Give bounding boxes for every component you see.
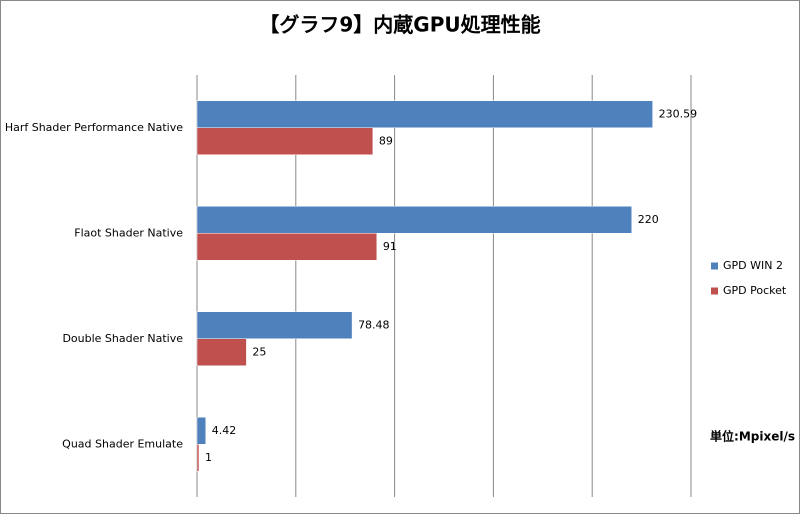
- legend-swatch: [711, 287, 718, 295]
- bar: [196, 417, 206, 445]
- bar: [196, 311, 353, 339]
- legend-label: GPD WIN 2: [723, 259, 783, 272]
- value-label: 1: [205, 451, 212, 464]
- y-tick-label: Harf Shader Performance Native: [5, 121, 183, 134]
- legend-label: GPD Pocket: [723, 284, 787, 297]
- y-tick-label: Double Shader Native: [62, 332, 183, 345]
- chart-title: 【グラフ9】内蔵GPU処理性能: [259, 13, 540, 37]
- value-label: 220: [638, 213, 659, 226]
- bar: [196, 338, 247, 366]
- unit-note: 単位:Mpixel/s: [710, 429, 795, 444]
- bar: [196, 127, 374, 155]
- bar: [196, 444, 200, 472]
- legend-swatch: [711, 262, 718, 270]
- value-label: 91: [383, 240, 397, 253]
- value-label: 4.42: [212, 424, 237, 437]
- value-label: 25: [252, 345, 266, 358]
- bar: [196, 206, 632, 234]
- y-tick-label: Flaot Shader Native: [74, 226, 183, 239]
- value-label: 89: [379, 134, 393, 147]
- bar: [196, 233, 378, 261]
- value-label: 230.59: [659, 107, 698, 120]
- bar: [196, 100, 653, 128]
- value-label: 78.48: [358, 318, 390, 331]
- y-tick-label: Quad Shader Emulate: [62, 437, 183, 450]
